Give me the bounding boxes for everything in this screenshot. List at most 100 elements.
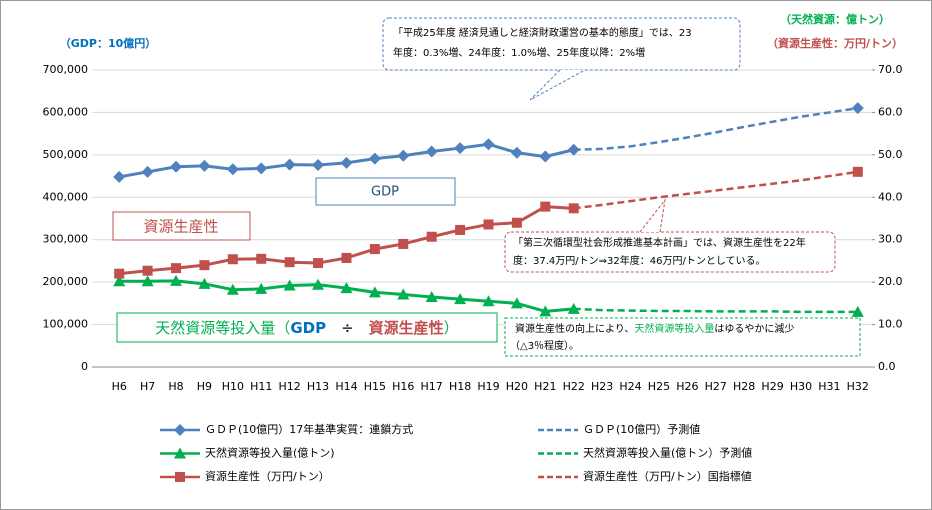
x-tick-label: H10: [222, 380, 244, 393]
x-tick-label: H17: [421, 380, 443, 393]
x-tick-label: H18: [449, 380, 471, 393]
callout-text: （△3％程度）。: [510, 339, 579, 352]
marker: [340, 282, 353, 294]
callout-text: 年度：0.3%増、24年度：1.0%増、25年度以降：2%増: [393, 46, 645, 59]
series-line: [573, 106, 858, 152]
marker: [397, 288, 410, 300]
y-tick-label: 0: [81, 360, 88, 373]
callout-pointer: [639, 198, 666, 233]
x-tick-label: H31: [818, 380, 840, 393]
marker: [226, 283, 239, 295]
label-text: GDP: [371, 185, 399, 200]
x-tick-label: H29: [761, 380, 783, 393]
x-tick-label: H28: [733, 380, 755, 393]
marker: [340, 156, 353, 169]
legend-label: 天然資源等投入量(億トン): [205, 446, 335, 460]
label-part: 資源生産性: [369, 319, 444, 337]
marker: [114, 268, 125, 279]
y-tick-label: 500,000: [43, 148, 89, 161]
marker: [368, 152, 381, 165]
x-tick-label: H13: [307, 380, 329, 393]
callout-box: [504, 231, 836, 273]
marker: [482, 295, 495, 307]
label-box: [112, 211, 251, 241]
label-part: 天然資源等投入量（: [155, 319, 290, 337]
legend-label: ＧＤＰ(10億円）予測値: [583, 422, 700, 436]
marker: [398, 238, 409, 249]
series-line: [573, 307, 858, 314]
marker: [539, 305, 552, 317]
x-tick-label: H24: [619, 380, 641, 393]
marker: [227, 254, 238, 265]
marker: [198, 277, 211, 289]
marker: [283, 279, 296, 291]
x-tick-label: H9: [197, 380, 212, 393]
marker: [426, 231, 437, 242]
x-tick-label: H26: [676, 380, 698, 393]
label-part: ）: [444, 319, 459, 337]
marker: [851, 102, 864, 115]
marker: [141, 275, 154, 287]
marker: [425, 290, 438, 302]
marker: [142, 265, 153, 276]
marker: [369, 244, 380, 255]
marker: [226, 163, 239, 176]
callout-part: 天然資源等投入量: [634, 322, 714, 335]
x-tick-label: H8: [168, 380, 183, 393]
marker: [170, 274, 183, 286]
marker: [174, 424, 186, 436]
marker: [341, 252, 352, 263]
callout-text: 度：37.4万円/トン⇒32年度：46万円/トンとしている。: [513, 254, 766, 267]
legend-label: 資源生産性（万円/トン）: [205, 469, 330, 483]
y-tick-label: 700,000: [43, 63, 89, 76]
y2-axis-label: （資源生産性：万円/トン）: [767, 36, 903, 50]
label-box: [315, 177, 456, 206]
x-tick-label: H32: [847, 380, 869, 393]
callout-part: はゆるやかに減少: [714, 322, 794, 335]
marker: [454, 142, 467, 155]
y-tick-label: 400,000: [43, 190, 89, 203]
marker: [199, 260, 210, 271]
legend-label: 天然資源等投入量(億トン）予測値: [583, 446, 752, 460]
marker: [312, 159, 325, 172]
marker: [113, 275, 126, 287]
marker: [283, 158, 296, 171]
x-tick-label: H16: [392, 380, 414, 393]
callout-box: [504, 317, 861, 357]
x-tick-label: H12: [279, 380, 301, 393]
y-tick-label: 600,000: [43, 105, 89, 118]
x-tick-label: H6: [112, 380, 127, 393]
marker: [255, 162, 268, 175]
x-tick-label: H25: [648, 380, 670, 393]
x-tick-label: H27: [705, 380, 727, 393]
marker: [198, 159, 211, 172]
y2-tick-label: 10.0: [878, 318, 903, 331]
marker: [170, 160, 183, 173]
y-tick-label: 300,000: [43, 233, 89, 246]
marker: [851, 305, 864, 317]
marker: [483, 219, 494, 230]
callout-part: 資源生産性の向上により、: [515, 322, 634, 335]
marker: [255, 282, 268, 294]
x-tick-label: H11: [250, 380, 272, 393]
y-tick-label: 200,000: [43, 275, 89, 288]
x-tick-label: H21: [534, 380, 556, 393]
callout-text: 「平成25年度 経済見通しと経済財政運営の基本的態度」では、23: [393, 26, 692, 39]
label-part: ÷: [326, 319, 369, 337]
y2-tick-label: 30.0: [878, 233, 903, 246]
marker: [113, 170, 126, 183]
y2-tick-label: 40.0: [878, 190, 903, 203]
marker: [540, 201, 551, 212]
y2-tick-label: 50.0: [878, 148, 903, 161]
y2-tick-label: 0.0: [878, 360, 896, 373]
callout-text: 「第三次循環型社会形成推進基本計画」では、資源生産性を22年: [513, 236, 806, 249]
callout-box: [382, 17, 741, 71]
x-tick-label: H14: [335, 380, 357, 393]
marker: [256, 253, 267, 264]
callout-text: 資源生産性の向上により、天然資源等投入量はゆるやかに減少: [515, 322, 794, 335]
callout-pointer: [529, 69, 586, 101]
x-tick-label: H23: [591, 380, 613, 393]
marker: [174, 447, 186, 459]
label-text: 天然資源等投入量（GDP ÷ 資源生産性）: [155, 319, 458, 337]
